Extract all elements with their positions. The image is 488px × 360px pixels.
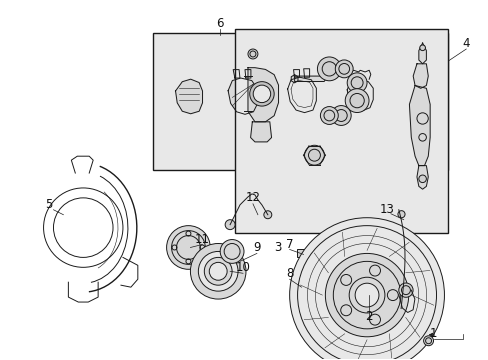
Text: 4: 4 <box>462 37 469 50</box>
Circle shape <box>224 220 235 230</box>
Circle shape <box>346 73 366 93</box>
Text: 2: 2 <box>365 310 372 323</box>
Circle shape <box>190 243 245 299</box>
Circle shape <box>198 251 238 291</box>
Circle shape <box>354 283 378 307</box>
Bar <box>299 249 307 284</box>
Text: 7: 7 <box>285 238 293 251</box>
Circle shape <box>369 265 380 276</box>
Circle shape <box>398 283 412 297</box>
Circle shape <box>247 49 257 59</box>
Text: 9: 9 <box>253 241 260 254</box>
Polygon shape <box>418 43 426 64</box>
Text: 10: 10 <box>235 261 250 274</box>
Circle shape <box>300 298 308 306</box>
Circle shape <box>209 262 226 280</box>
Polygon shape <box>247 68 278 122</box>
Bar <box>298 295 310 301</box>
Polygon shape <box>294 76 325 81</box>
Bar <box>296 249 310 257</box>
Circle shape <box>345 89 368 113</box>
Circle shape <box>335 60 352 78</box>
Circle shape <box>264 211 271 219</box>
Text: 11: 11 <box>194 233 209 246</box>
Circle shape <box>320 107 338 125</box>
Circle shape <box>297 226 436 360</box>
Circle shape <box>340 305 351 316</box>
Text: 13: 13 <box>379 203 393 216</box>
Circle shape <box>302 255 366 319</box>
Circle shape <box>289 218 444 360</box>
Polygon shape <box>408 85 429 166</box>
Circle shape <box>325 279 342 295</box>
Polygon shape <box>175 79 202 114</box>
Bar <box>235 29 447 233</box>
Text: 6: 6 <box>216 17 224 30</box>
Circle shape <box>253 85 270 103</box>
Circle shape <box>204 257 232 285</box>
Circle shape <box>304 145 324 165</box>
Circle shape <box>320 273 347 301</box>
Circle shape <box>419 45 425 51</box>
Polygon shape <box>412 64 427 88</box>
Text: 12: 12 <box>245 192 260 204</box>
Polygon shape <box>287 77 316 113</box>
Circle shape <box>317 57 341 81</box>
Circle shape <box>331 105 350 125</box>
Circle shape <box>423 336 433 346</box>
Circle shape <box>418 175 426 183</box>
Bar <box>301 283 307 299</box>
Text: 5: 5 <box>45 198 52 211</box>
Circle shape <box>340 274 351 285</box>
Circle shape <box>249 82 274 106</box>
Polygon shape <box>346 79 372 111</box>
Circle shape <box>397 211 404 218</box>
Circle shape <box>386 290 398 301</box>
Text: 3: 3 <box>273 241 281 254</box>
Circle shape <box>220 239 244 264</box>
Polygon shape <box>416 166 427 189</box>
Circle shape <box>369 314 380 325</box>
Circle shape <box>166 226 210 269</box>
Polygon shape <box>291 75 297 83</box>
Polygon shape <box>228 78 257 114</box>
Text: 8: 8 <box>285 267 293 280</box>
Circle shape <box>348 277 384 313</box>
Text: 1: 1 <box>429 327 436 340</box>
Circle shape <box>325 253 408 337</box>
Polygon shape <box>250 122 271 142</box>
Bar <box>152 33 447 170</box>
